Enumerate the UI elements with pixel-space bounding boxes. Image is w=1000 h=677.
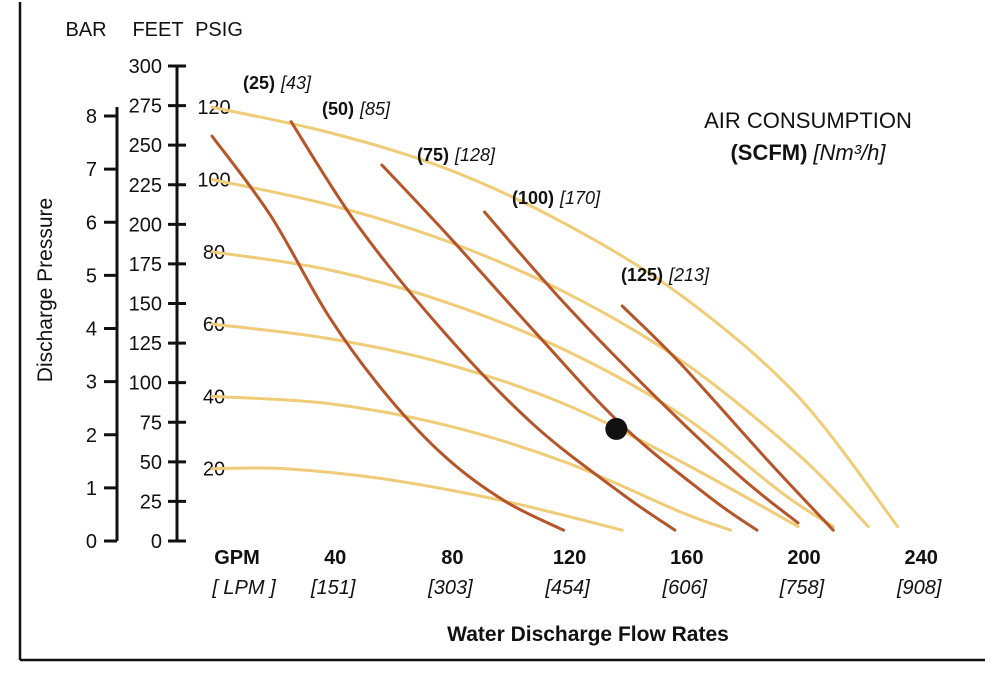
bar-tick-label: 6 bbox=[86, 212, 97, 234]
feet-tick-label: 275 bbox=[129, 96, 162, 118]
feet-axis-ticks: 0 25 50 75 100 125 150 175 200 225 250 275 300 bbox=[129, 56, 186, 553]
bar-tick-label: 4 bbox=[86, 319, 97, 341]
air-consumption-labels: (25) [43] (50) [85] (75) [128] (100) [170] (125)… bbox=[243, 73, 710, 285]
feet-tick-label: 75 bbox=[140, 412, 162, 434]
feet-tick-label: 300 bbox=[129, 56, 162, 78]
x-unit-secondary: [ LPM ] bbox=[211, 577, 276, 599]
x-tick-gpm: 120 bbox=[553, 547, 586, 569]
feet-axis-header: FEET bbox=[132, 19, 183, 41]
x-tick-gpm: 80 bbox=[441, 547, 463, 569]
x-axis-title: Water Discharge Flow Rates bbox=[447, 623, 729, 646]
feet-tick-label: 0 bbox=[151, 531, 162, 553]
bar-tick-label: 5 bbox=[86, 265, 97, 287]
legend-title: AIR CONSUMPTION bbox=[704, 108, 912, 133]
feet-tick-label: 225 bbox=[129, 175, 162, 197]
bar-axis-header: BAR bbox=[65, 19, 106, 41]
legend-unit-scfm: (SCFM) bbox=[730, 140, 807, 165]
bar-tick-label: 7 bbox=[86, 159, 97, 181]
x-tick-lpm: [758] bbox=[779, 577, 825, 599]
operating-point-marker bbox=[605, 417, 628, 440]
air-pressure-curve-100 bbox=[210, 178, 870, 528]
air-consumption-curve bbox=[380, 163, 759, 532]
nm3h-value: [128] bbox=[454, 145, 496, 165]
bar-axis-ticks: 0 1 2 3 4 5 6 7 8 bbox=[86, 106, 117, 553]
air-consumption-label: (100) [170] bbox=[512, 188, 601, 208]
nm3h-value: [213] bbox=[668, 265, 710, 285]
feet-tick-label: 100 bbox=[129, 373, 162, 395]
air-pressure-curve-20 bbox=[210, 466, 624, 532]
air-pressure-curve-80 bbox=[210, 250, 835, 528]
feet-tick-label: 200 bbox=[129, 214, 162, 236]
scfm-value: (25) bbox=[243, 73, 275, 93]
x-tick-gpm: 200 bbox=[787, 547, 820, 569]
feet-tick-label: 250 bbox=[129, 135, 162, 157]
feet-tick-label: 25 bbox=[140, 491, 162, 513]
x-unit-primary: GPM bbox=[214, 547, 260, 569]
scfm-value: (100) bbox=[512, 188, 554, 208]
air-pressure-curve-120 bbox=[210, 105, 900, 528]
x-tick-lpm: [303] bbox=[427, 577, 473, 599]
scfm-value: (50) bbox=[322, 99, 354, 119]
feet-tick-label: 125 bbox=[129, 333, 162, 355]
air-consumption-curves bbox=[210, 120, 835, 532]
x-tick-lpm: [454] bbox=[544, 577, 590, 599]
scfm-value: (75) bbox=[417, 145, 449, 165]
feet-tick-label: 150 bbox=[129, 294, 162, 316]
air-consumption-curve bbox=[620, 304, 835, 532]
x-tick-gpm: 240 bbox=[905, 547, 938, 569]
bar-tick-label: 8 bbox=[86, 106, 97, 128]
air-pressure-curve-60 bbox=[210, 322, 800, 528]
feet-tick-label: 50 bbox=[140, 452, 162, 474]
bar-tick-label: 1 bbox=[86, 478, 97, 500]
air-consumption-label: (125) [213] bbox=[621, 265, 710, 285]
nm3h-value: [43] bbox=[280, 73, 312, 93]
scfm-value: (125) bbox=[621, 265, 663, 285]
x-tick-gpm: 160 bbox=[670, 547, 703, 569]
air-consumption-label: (25) [43] bbox=[243, 73, 312, 93]
nm3h-value: [85] bbox=[359, 99, 391, 119]
air-consumption-curve bbox=[210, 134, 566, 532]
x-axis-ticks: 40 [151] 80 [303] 120 [454] 160 [606] 200 [758] 24… bbox=[310, 547, 942, 599]
nm3h-value: [170] bbox=[559, 188, 601, 208]
x-tick-lpm: [151] bbox=[310, 577, 356, 599]
x-tick-lpm: [908] bbox=[896, 577, 942, 599]
bar-tick-label: 2 bbox=[86, 425, 97, 447]
air-consumption-curve bbox=[289, 120, 677, 532]
air-pressure-curves bbox=[210, 105, 900, 532]
air-consumption-label: (50) [85] bbox=[322, 99, 391, 119]
legend-unit-line: (SCFM) [Nm³/h] bbox=[730, 140, 886, 165]
feet-tick-label: 175 bbox=[129, 254, 162, 276]
y-axis-title: Discharge Pressure bbox=[34, 198, 57, 382]
bar-tick-label: 0 bbox=[86, 531, 97, 553]
x-tick-lpm: [606] bbox=[662, 577, 708, 599]
psig-axis-header: PSIG bbox=[195, 19, 243, 41]
bar-tick-label: 3 bbox=[86, 372, 97, 394]
x-tick-gpm: 40 bbox=[324, 547, 346, 569]
air-pressure-curve-40 bbox=[210, 394, 733, 532]
air-consumption-curve bbox=[483, 210, 800, 525]
legend-unit-nm3h: [Nm³/h] bbox=[812, 140, 886, 165]
air-consumption-label: (75) [128] bbox=[417, 145, 496, 165]
